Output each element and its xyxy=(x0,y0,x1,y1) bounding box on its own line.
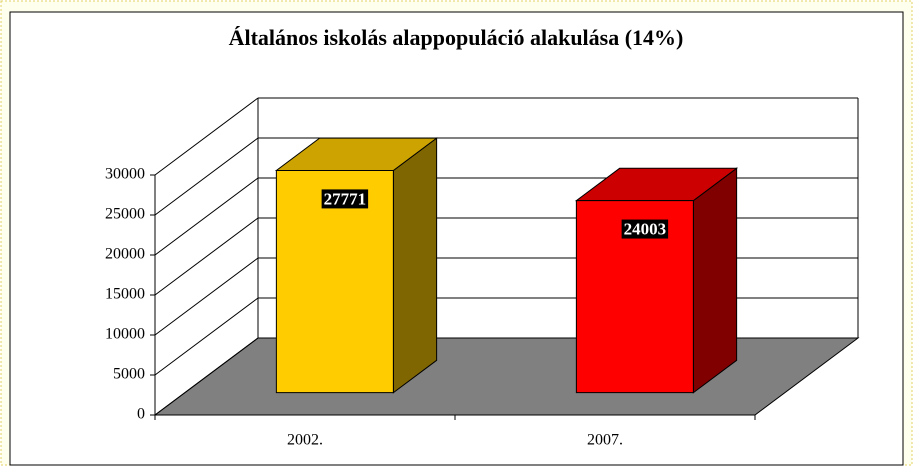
y-tick-label: 0 xyxy=(137,406,145,423)
grid-line xyxy=(154,97,259,176)
grid-line xyxy=(154,177,259,256)
value-label-group: 27771 xyxy=(321,189,369,209)
x-tick-label: 2002. xyxy=(287,432,323,449)
grid-line xyxy=(154,137,259,216)
y-tick-label: 25000 xyxy=(105,206,145,223)
bar xyxy=(575,200,694,394)
value-label-bg xyxy=(321,189,369,209)
grid-line xyxy=(154,217,259,296)
grid-line xyxy=(154,297,259,376)
y-tick-label: 10000 xyxy=(105,326,145,343)
y-tick-label: 20000 xyxy=(105,246,145,263)
value-label-group: 24003 xyxy=(621,219,669,239)
chart-title: Általános iskolás alappopuláció alakulás… xyxy=(229,25,684,50)
y-tick-label: 15000 xyxy=(105,286,145,303)
value-label: 27771 xyxy=(324,189,367,208)
x-tick-label: 2007. xyxy=(587,432,623,449)
bar-side xyxy=(692,167,738,394)
bar-side xyxy=(392,137,438,394)
value-label-bg xyxy=(621,219,669,239)
grid-line xyxy=(154,257,259,336)
y-tick-label: 5000 xyxy=(113,366,145,383)
y-tick-label: 30000 xyxy=(105,166,145,183)
grid-line xyxy=(154,337,259,416)
value-label: 24003 xyxy=(624,220,667,239)
bar xyxy=(275,170,394,394)
floor xyxy=(153,337,860,416)
